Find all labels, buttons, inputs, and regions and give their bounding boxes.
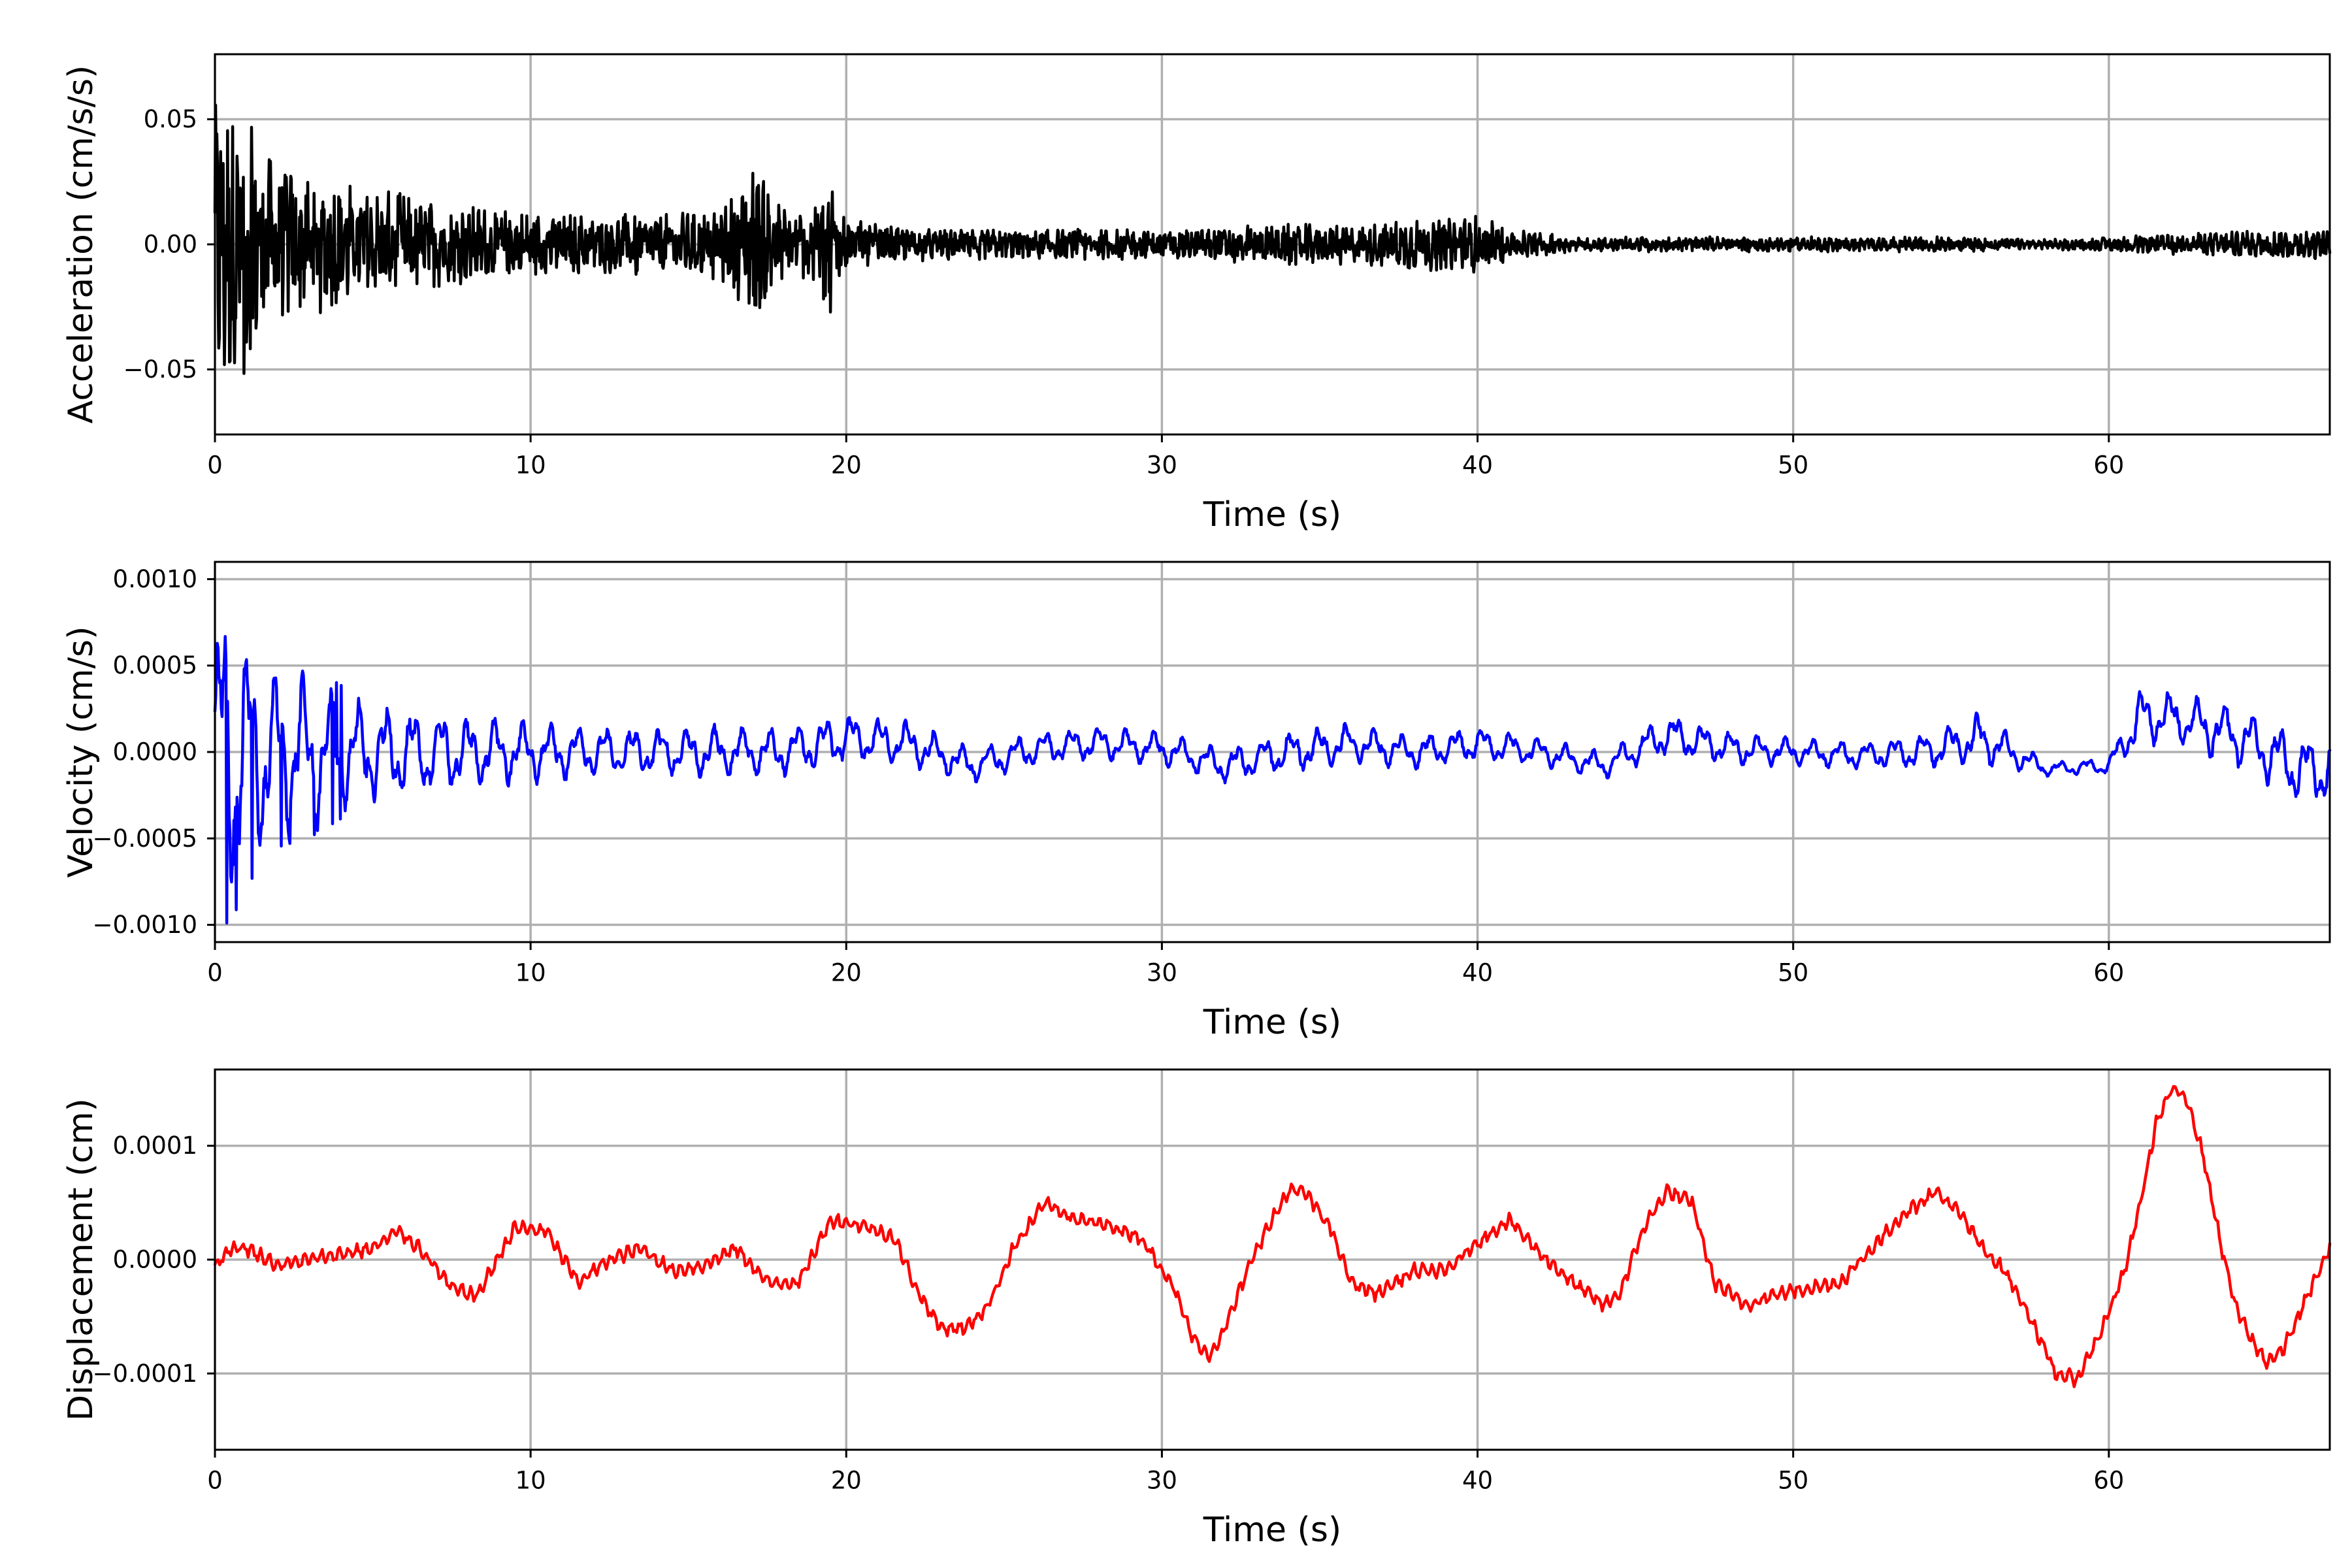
x-tick-label: 60 [2093,1467,2124,1495]
displacement-series-line [213,1085,2332,1388]
y-tick-label: −0.0010 [93,911,197,939]
x-tick-label: 60 [2093,959,2124,987]
x-tick-label: 50 [1778,959,1808,987]
displacement-x-axis-label: Time (s) [1203,1511,1341,1550]
x-tick-label: 0 [207,1467,223,1495]
y-tick-label: 0.0010 [113,565,197,593]
y-tick-label: 0.0001 [113,1132,197,1160]
y-tick-label: 0.00 [144,231,197,259]
velocity-x-axis-label: Time (s) [1203,1003,1341,1042]
velocity-panel: 0 10 20 30 40 50 60 0.0010 0.0005 0.0000 −0.0005 −0… [61,561,2332,1042]
x-tick-label: 50 [1778,1467,1808,1495]
displacement-panel: 0 10 20 30 40 50 60 0.0001 0.0000 −0.0001 Time (s)… [61,1068,2332,1550]
acceleration-series-line [213,103,2332,375]
x-tick-label: 10 [515,959,546,987]
x-tick-label: 10 [515,451,546,480]
y-tick-label: 0.0000 [113,1246,197,1274]
displacement-grid [214,1070,2330,1450]
y-tick-label: 0.0000 [113,738,197,766]
x-tick-label: 40 [1462,959,1493,987]
displacement-y-axis-label: Displacement (cm) [61,1098,101,1421]
x-tick-label: 50 [1778,451,1808,480]
acceleration-x-axis-label: Time (s) [1203,495,1341,534]
x-tick-label: 40 [1462,1467,1493,1495]
y-tick-label: 0.0005 [113,651,197,679]
x-tick-label: 10 [515,1467,546,1495]
x-tick-label: 20 [831,1467,862,1495]
y-tick-label: 0.05 [144,105,197,133]
x-tick-label: 30 [1147,1467,1177,1495]
velocity-y-axis-label: Velocity (cm/s) [61,627,101,878]
x-tick-label: 30 [1147,959,1177,987]
x-tick-label: 30 [1147,451,1177,480]
x-tick-label: 20 [831,451,862,480]
y-tick-label: −0.0001 [93,1360,197,1388]
x-tick-label: 0 [207,451,223,480]
acceleration-y-axis-label: Acceleration (cm/s/s) [61,65,101,424]
x-tick-label: 40 [1462,451,1493,480]
y-tick-label: −0.05 [123,355,197,384]
acceleration-panel: 0 10 20 30 40 50 60 0.05 0.00 −0.05 Time (s) Accele… [61,53,2332,534]
velocity-series-line [213,634,2332,925]
y-tick-label: −0.0005 [93,825,197,853]
x-tick-label: 0 [207,959,223,987]
x-tick-label: 60 [2093,451,2124,480]
x-tick-label: 20 [831,959,862,987]
